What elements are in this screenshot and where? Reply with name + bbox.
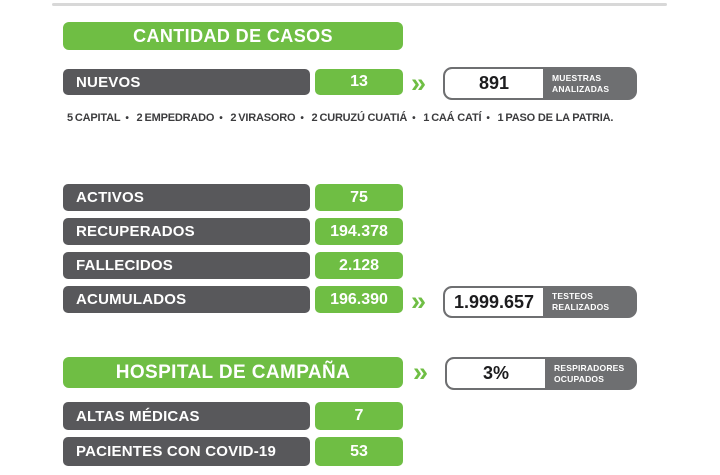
ventilators-occupied-label: RESPIRADORES OCUPADOS xyxy=(554,362,625,384)
section-title: HOSPITAL DE CAMPAÑA xyxy=(115,361,351,383)
samples-analyzed-value: 891 xyxy=(445,69,543,98)
section-title: CANTIDAD DE CASOS xyxy=(133,25,333,46)
stat-row-label: ACUMULADOS xyxy=(76,291,187,308)
stat-row-pacientes-covid19: PACIENTES CON COVID-19 xyxy=(63,437,310,466)
breakdown-item: 2 VIRASORO xyxy=(230,112,296,124)
stat-row-activos: ACTIVOS xyxy=(63,184,310,211)
stat-row-label: NUEVOS xyxy=(76,73,141,91)
breakdown-item: 1 PASO DE LA PATRIA. xyxy=(497,112,614,124)
stat-row-label: FALLECIDOS xyxy=(76,257,174,274)
bullet-separator: • xyxy=(300,113,304,124)
stat-value-nuevos: 13 xyxy=(315,69,403,95)
bullet-separator: • xyxy=(486,113,490,124)
breakdown-item: 2 EMPEDRADO xyxy=(136,112,215,124)
breakdown-item: 2 CURUZÚ CUATIÁ xyxy=(311,112,408,124)
stat-value-recuperados: 194.378 xyxy=(315,218,403,245)
stat-row-label: RECUPERADOS xyxy=(76,223,195,240)
stat-row-nuevos: NUEVOS xyxy=(63,69,310,95)
stat-row-label: PACIENTES CON COVID-19 xyxy=(76,443,276,460)
breakdown-item: 5 CAPITAL xyxy=(67,112,121,124)
section-header-cantidad-de-casos: CANTIDAD DE CASOS xyxy=(63,22,403,50)
top-divider-line xyxy=(52,3,667,6)
tests-performed-label: TESTEOS REALIZADOS xyxy=(552,291,610,312)
ventilators-occupied-value: 3% xyxy=(447,359,545,388)
new-cases-breakdown: 5 CAPITAL • 2 EMPEDRADO • 2 VIRASORO • 2 CURUZÚ… xyxy=(67,112,687,124)
chevron-right-icon: » xyxy=(411,68,427,98)
ventilators-occupied-box: 3% RESPIRADORES OCUPADOS xyxy=(445,357,637,390)
breakdown-item: 1 CAÁ CATÍ xyxy=(423,112,482,124)
bullet-separator: • xyxy=(219,113,223,124)
stat-value-acumulados: 196.390 xyxy=(315,286,403,313)
stat-value-pacientes-covid19: 53 xyxy=(315,437,403,466)
bullet-separator: • xyxy=(125,113,129,124)
stat-value: 13 xyxy=(350,73,368,90)
stat-row-recuperados: RECUPERADOS xyxy=(63,218,310,245)
stat-row-fallecidos: FALLECIDOS xyxy=(63,252,310,279)
chevron-right-icon: » xyxy=(411,286,427,316)
tests-performed-box: 1.999.657 TESTEOS REALIZADOS xyxy=(443,286,637,318)
tests-performed-value: 1.999.657 xyxy=(445,288,543,316)
stat-value-altas-medicas: 7 xyxy=(315,402,403,430)
stat-row-altas-medicas: ALTAS MÉDICAS xyxy=(63,402,310,430)
samples-analyzed-label: MUESTRAS ANALIZADAS xyxy=(552,72,610,94)
stat-value-fallecidos: 2.128 xyxy=(315,252,403,279)
chevron-right-icon: » xyxy=(413,357,429,387)
bullet-separator: • xyxy=(412,113,416,124)
stat-row-label: ALTAS MÉDICAS xyxy=(76,407,200,425)
stat-row-acumulados: ACUMULADOS xyxy=(63,286,310,313)
stat-row-label: ACTIVOS xyxy=(76,189,145,206)
section-header-hospital-de-campana: HOSPITAL DE CAMPAÑA xyxy=(63,357,403,388)
stat-value-activos: 75 xyxy=(315,184,403,211)
samples-analyzed-box: 891 MUESTRAS ANALIZADAS xyxy=(443,67,637,100)
